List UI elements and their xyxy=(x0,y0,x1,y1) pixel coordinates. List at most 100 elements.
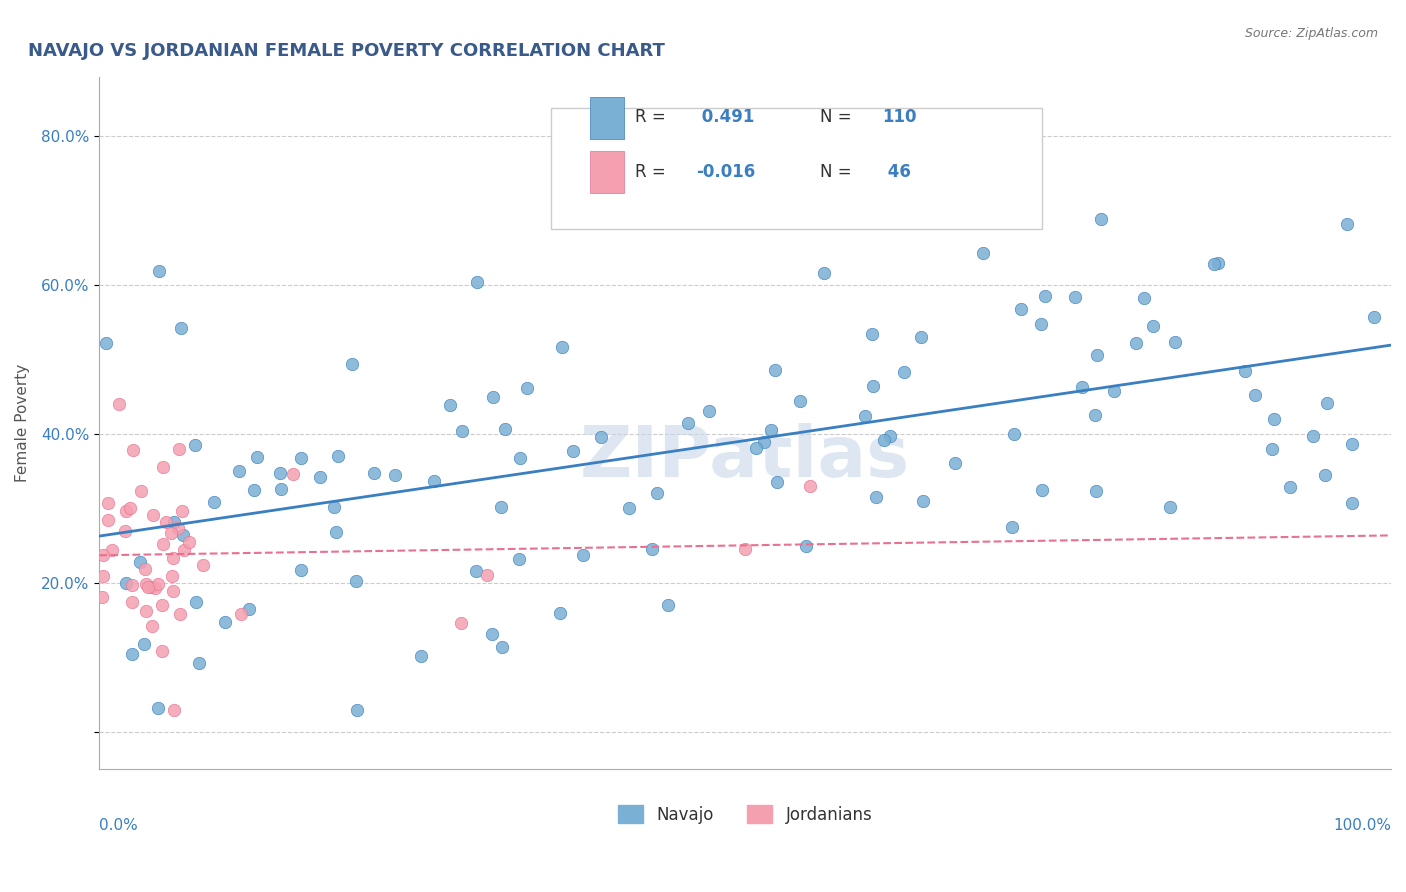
Point xyxy=(96,336,118,351)
Point xyxy=(972,246,994,260)
Point xyxy=(591,430,613,444)
Point xyxy=(1071,380,1094,394)
Point xyxy=(146,701,169,715)
Point xyxy=(657,598,679,612)
Point xyxy=(548,606,571,620)
Point xyxy=(308,470,330,484)
Point xyxy=(91,549,114,563)
Point xyxy=(114,524,136,538)
Point xyxy=(1206,255,1229,269)
Text: -0.016: -0.016 xyxy=(696,163,755,181)
Point xyxy=(97,513,120,527)
Point xyxy=(911,494,934,508)
Point xyxy=(323,500,346,514)
Point xyxy=(1084,408,1107,422)
FancyBboxPatch shape xyxy=(551,108,1042,229)
Point xyxy=(561,443,583,458)
Point xyxy=(138,580,160,594)
Point xyxy=(450,616,472,631)
Point xyxy=(879,429,901,443)
Point xyxy=(135,604,157,618)
Point xyxy=(384,467,406,482)
Legend: Navajo, Jordanians: Navajo, Jordanians xyxy=(612,798,879,830)
Point xyxy=(115,504,138,518)
Point xyxy=(246,450,269,464)
Point xyxy=(1132,291,1154,305)
Point xyxy=(759,424,782,438)
Point xyxy=(269,466,291,480)
Point xyxy=(853,409,876,424)
Text: N =: N = xyxy=(820,108,858,126)
Point xyxy=(172,528,194,542)
Point xyxy=(1341,495,1364,509)
Point xyxy=(150,598,173,612)
Point xyxy=(752,434,775,449)
Point xyxy=(745,441,768,455)
Point xyxy=(451,424,474,438)
Point xyxy=(640,541,662,556)
Point xyxy=(184,438,207,452)
Point xyxy=(1010,302,1032,317)
Point xyxy=(141,619,163,633)
Point xyxy=(572,548,595,562)
Point xyxy=(516,381,538,395)
Point xyxy=(813,266,835,280)
Point xyxy=(344,574,367,588)
Point xyxy=(155,515,177,529)
Point xyxy=(363,466,385,480)
Point xyxy=(1002,427,1025,442)
Point xyxy=(135,577,157,591)
Point xyxy=(122,442,145,457)
Point xyxy=(115,575,138,590)
Point xyxy=(150,644,173,658)
Point xyxy=(465,275,488,289)
Point xyxy=(1159,500,1181,515)
Point xyxy=(464,564,486,578)
Point xyxy=(325,525,347,540)
Text: 46: 46 xyxy=(882,163,911,181)
Point xyxy=(1033,289,1056,303)
Point xyxy=(129,555,152,569)
Point xyxy=(173,542,195,557)
Point xyxy=(862,379,884,393)
Text: 0.491: 0.491 xyxy=(696,108,755,126)
Point xyxy=(734,541,756,556)
Point xyxy=(107,397,129,411)
Point xyxy=(766,475,789,489)
Point xyxy=(1313,468,1336,483)
Text: Source: ZipAtlas.com: Source: ZipAtlas.com xyxy=(1244,27,1378,40)
Point xyxy=(494,422,516,436)
Point xyxy=(139,580,162,594)
Point xyxy=(184,595,207,609)
Point xyxy=(910,330,932,344)
Point xyxy=(290,450,312,465)
Point xyxy=(118,501,141,516)
Point xyxy=(238,602,260,616)
Point xyxy=(160,526,183,541)
Point xyxy=(152,460,174,475)
Point xyxy=(619,501,641,516)
Point xyxy=(873,434,896,448)
Point xyxy=(191,558,214,573)
Point xyxy=(290,562,312,576)
Point xyxy=(160,569,183,583)
Point xyxy=(1336,217,1358,231)
Point xyxy=(678,417,700,431)
Point xyxy=(1084,483,1107,498)
Text: NAVAJO VS JORDANIAN FEMALE POVERTY CORRELATION CHART: NAVAJO VS JORDANIAN FEMALE POVERTY CORRE… xyxy=(28,42,665,60)
Point xyxy=(1279,480,1302,494)
Point xyxy=(943,456,966,470)
Point xyxy=(789,394,811,409)
Point xyxy=(508,551,530,566)
Text: R =: R = xyxy=(636,163,672,181)
Point xyxy=(475,568,498,582)
Point xyxy=(121,577,143,591)
Point xyxy=(725,144,748,158)
Text: 100.0%: 100.0% xyxy=(1333,818,1391,833)
Point xyxy=(1142,319,1164,334)
Point xyxy=(865,490,887,504)
Point xyxy=(177,535,200,549)
Point xyxy=(1085,347,1108,361)
Point xyxy=(1263,411,1285,425)
Point xyxy=(1234,364,1257,378)
